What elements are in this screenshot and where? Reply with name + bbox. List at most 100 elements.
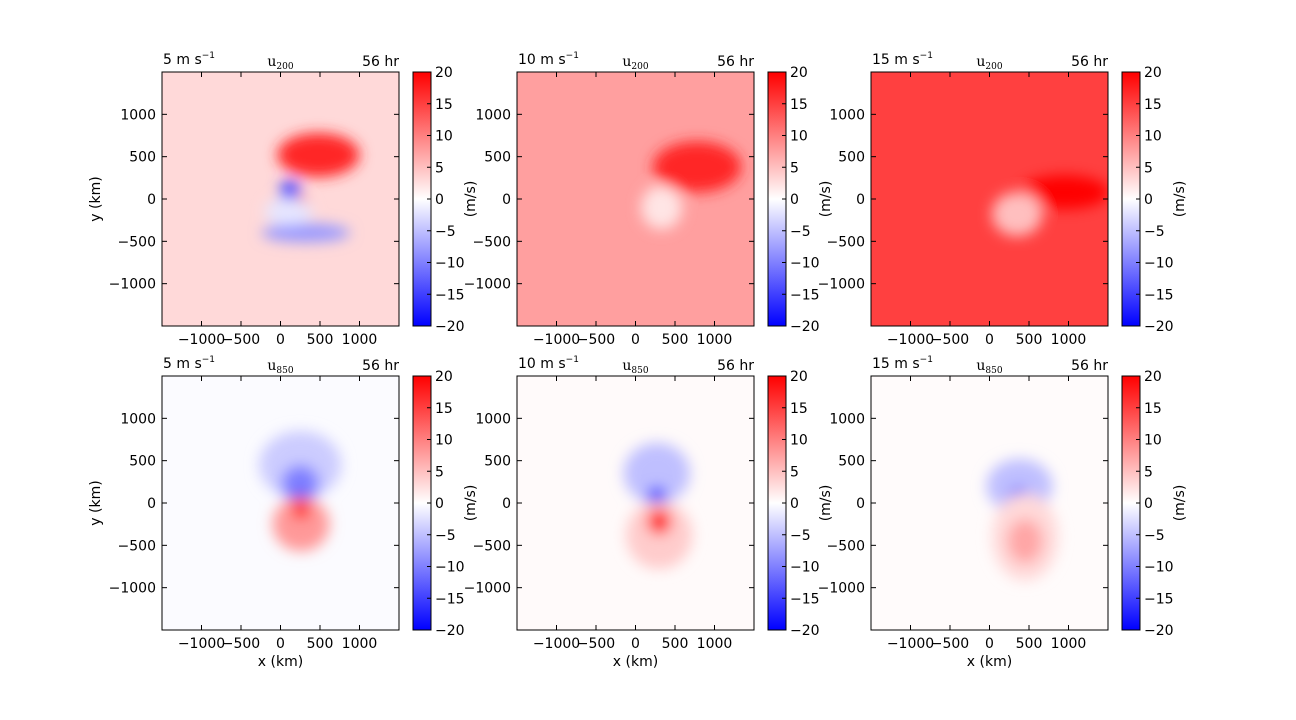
y-tick-label: −1000 — [109, 277, 156, 293]
y-tick-label: −500 — [118, 234, 156, 250]
panel-left-title: 10 m s−1 — [518, 355, 579, 372]
panel-left-title-superscript: −1 — [202, 355, 215, 365]
colorbar-tick-label: −5 — [1144, 528, 1165, 544]
y-tick-label: 1000 — [829, 107, 865, 123]
panel-center-title-text: u — [267, 358, 276, 374]
colorbar-tick-label: 10 — [435, 129, 453, 145]
colorbar-tick-label: −15 — [1144, 591, 1174, 607]
panel-right-title: 56 hr — [1071, 54, 1108, 70]
x-tick-label: 0 — [631, 636, 640, 652]
x-tick-label: 1000 — [1051, 332, 1087, 348]
y-tick-label: 500 — [484, 150, 511, 166]
colorbar-tick-label: 5 — [790, 464, 799, 480]
x-tick-label: 1000 — [342, 332, 378, 348]
x-tick-label: −500 — [931, 332, 969, 348]
panel-center-title-text: u — [622, 358, 631, 374]
colorbar-tick-label: 15 — [435, 97, 453, 113]
colorbar-tick-label: 20 — [435, 65, 453, 81]
y-tick-label: −500 — [473, 234, 511, 250]
colorbar: 20 15 10 5 0 −5 −10 −15 −20 (m/s) — [767, 369, 834, 639]
x-tick-label: 1000 — [697, 332, 733, 348]
panel-center-title: u850 — [976, 358, 1002, 376]
colorbar-tick-label: 0 — [790, 192, 799, 208]
x-tick-label: −500 — [931, 636, 969, 652]
field-feature-0 — [277, 132, 360, 177]
panel-left-title-text: 10 m s — [518, 52, 566, 68]
colorbar-label: (m/s) — [818, 181, 834, 218]
panel-center-title-subscript: 850 — [985, 366, 1002, 376]
x-tick-label: 0 — [631, 332, 640, 348]
heatmap-field — [517, 376, 754, 630]
colorbar-tick-label: 5 — [790, 160, 799, 176]
colorbar-tick-label: 10 — [435, 433, 453, 449]
field-feature-1 — [281, 464, 320, 503]
colorbar-tick-label: 15 — [435, 401, 453, 417]
x-tick-label: −500 — [577, 636, 615, 652]
x-tick-label: 500 — [1016, 332, 1043, 348]
panel-left-title-text: 5 m s — [163, 356, 202, 372]
colorbar-label: (m/s) — [1172, 485, 1188, 522]
x-tick-label: −1000 — [533, 636, 580, 652]
y-tick-label: 500 — [129, 454, 156, 470]
field-background — [517, 72, 754, 326]
heatmap-field — [871, 72, 1108, 326]
x-tick-label: 0 — [985, 636, 994, 652]
panel-center-title-text: u — [267, 54, 276, 70]
colorbar: 20 15 10 5 0 −5 −10 −15 −20 (m/s) — [1121, 65, 1188, 335]
colorbar-label: (m/s) — [818, 485, 834, 522]
heatmap-field — [162, 376, 399, 630]
y-tick-label: −500 — [473, 538, 511, 554]
panel-left-title-superscript: −1 — [566, 51, 579, 61]
colorbar-tick-label: −20 — [1144, 319, 1174, 335]
colorbar-tick-label: 15 — [1144, 401, 1162, 417]
x-axis-label: x (km) — [258, 654, 303, 670]
colorbar-label: (m/s) — [1172, 181, 1188, 218]
x-tick-label: 500 — [1016, 636, 1043, 652]
y-tick-label: −1000 — [464, 277, 511, 293]
colorbar-tick-label: 15 — [1144, 97, 1162, 113]
colorbar-tick-label: 0 — [790, 496, 799, 512]
panel-center-title-subscript: 850 — [631, 366, 648, 376]
colorbar-tick-label: −20 — [1144, 623, 1174, 639]
panel-left-title-superscript: −1 — [920, 51, 933, 61]
y-tick-label: 1000 — [120, 107, 156, 123]
colorbar: 20 15 10 5 0 −5 −10 −15 −20 (m/s) — [767, 65, 834, 335]
y-tick-label: 1000 — [475, 411, 511, 427]
panel-center-title-subscript: 200 — [985, 62, 1002, 72]
x-tick-label: 1000 — [342, 636, 378, 652]
colorbar-tick-label: −20 — [790, 623, 820, 639]
panel-right-title: 56 hr — [717, 54, 754, 70]
colorbar-tick-label: −10 — [435, 560, 465, 576]
colorbar-tick-label: −5 — [435, 224, 456, 240]
colorbar-label: (m/s) — [463, 181, 479, 218]
y-tick-label: 1000 — [475, 107, 511, 123]
field-feature-1 — [648, 486, 666, 506]
y-tick-label: −1000 — [464, 581, 511, 597]
field-feature-0 — [652, 141, 742, 193]
y-axis-label: y (km) — [88, 480, 104, 525]
field-feature-1 — [641, 185, 683, 230]
colorbar: 20 15 10 5 0 −5 −10 −15 −20 (m/s) — [1121, 369, 1188, 639]
panel-left-title: 10 m s−1 — [518, 51, 579, 68]
y-tick-label: 0 — [147, 192, 156, 208]
y-axis-label: y (km) — [88, 176, 104, 221]
field-background — [162, 376, 399, 630]
colorbar-tick-label: 20 — [1144, 369, 1162, 385]
panel-center-title-subscript: 850 — [276, 366, 293, 376]
panel-left-title-text: 5 m s — [163, 52, 202, 68]
field-feature-3 — [272, 497, 330, 552]
field-feature-3 — [261, 223, 351, 243]
panel-left-title-text: 15 m s — [872, 52, 920, 68]
colorbar-tick-label: −10 — [1144, 560, 1174, 576]
panel-center-title-subscript: 200 — [631, 62, 648, 72]
y-tick-label: 500 — [838, 150, 865, 166]
colorbar-tick-label: 5 — [1144, 160, 1153, 176]
x-tick-label: 500 — [662, 636, 689, 652]
field-feature-0 — [1020, 175, 1108, 210]
colorbar-tick-label: −20 — [435, 319, 465, 335]
colorbar-tick-label: 15 — [790, 401, 808, 417]
y-tick-label: −500 — [827, 234, 865, 250]
colorbar-tick-label: 10 — [1144, 433, 1162, 449]
